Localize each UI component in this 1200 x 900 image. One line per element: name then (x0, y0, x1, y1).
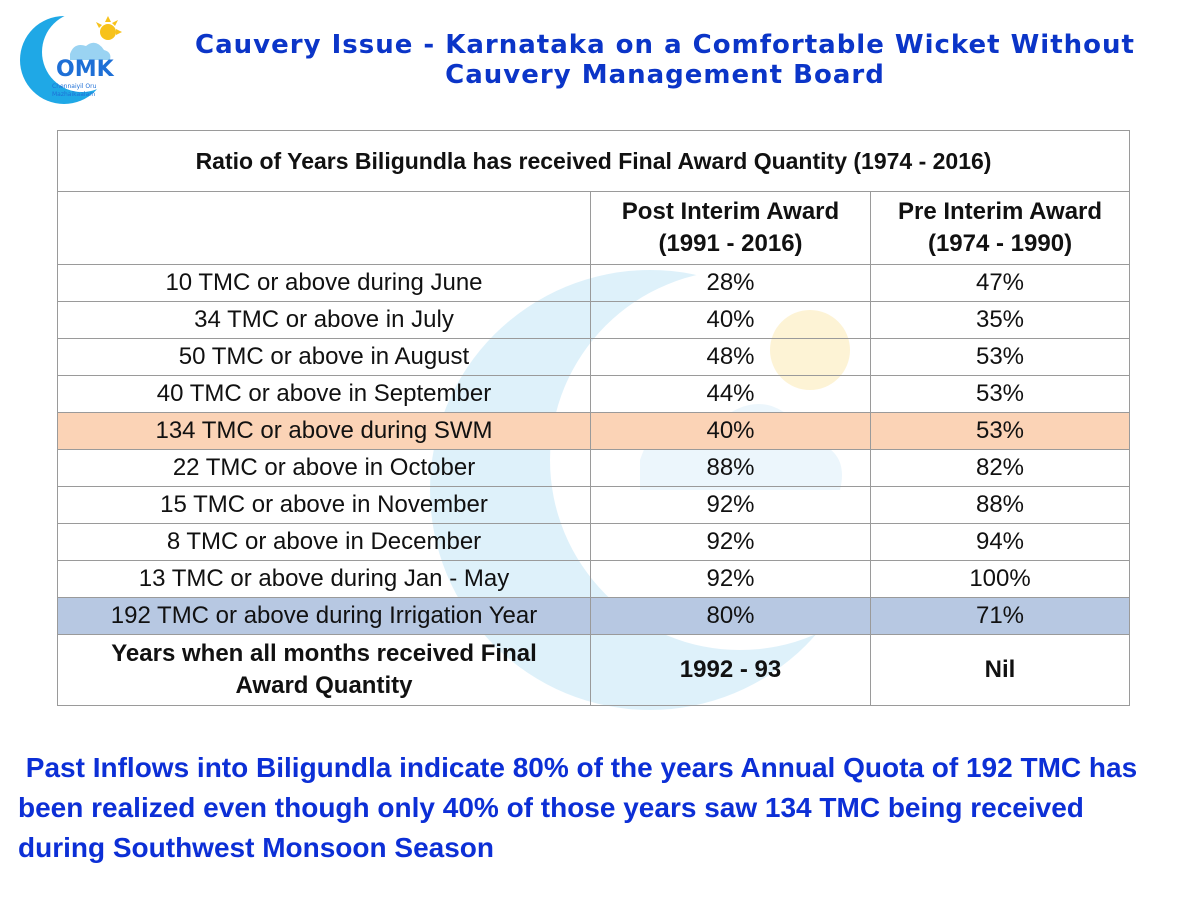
row-label: 13 TMC or above during Jan - May (57, 560, 591, 598)
header-pre-interim: Pre Interim Award (1974 - 1990) (869, 191, 1131, 265)
row-label: 40 TMC or above in September (57, 375, 591, 413)
table-row: 22 TMC or above in October 88% 82% (57, 449, 1131, 487)
header-post-interim: Post Interim Award (1991 - 2016) (590, 191, 871, 265)
svg-text:Chennaiyil Oru: Chennaiyil Oru (52, 83, 97, 90)
row-pre-value: 35% (869, 301, 1131, 339)
table-row: 40 TMC or above in September 44% 53% (57, 375, 1131, 413)
row-post-value: 48% (590, 338, 871, 376)
table-caption: Ratio of Years Biligundla has received F… (56, 130, 1131, 192)
note-line-1: Past Inflows into Biligundla indicate 80… (18, 752, 1138, 783)
row-pre-value: 88% (869, 486, 1131, 524)
svg-text:Mazhaikaalam: Mazhaikaalam (52, 91, 95, 98)
row-label: 192 TMC or above during Irrigation Year (57, 597, 591, 635)
summary-note: Past Inflows into Biligundla indicate 80… (18, 748, 1188, 868)
svg-text:OMK: OMK (56, 57, 115, 82)
header-empty-cell (57, 191, 591, 265)
row-pre-value: 53% (869, 375, 1131, 413)
row-pre-value: 100% (869, 560, 1131, 598)
summary-post-value: 1992 - 93 (590, 634, 871, 706)
row-pre-value: 71% (869, 597, 1131, 635)
table-row: 10 TMC or above during June 28% 47% (57, 264, 1131, 302)
table-row: 34 TMC or above in July 40% 35% (57, 301, 1131, 339)
title-line-1: Cauvery Issue - Karnataka on a Comfortab… (195, 30, 1135, 60)
row-pre-value: 47% (869, 264, 1131, 302)
page-title: Cauvery Issue - Karnataka on a Comfortab… (150, 30, 1180, 90)
table-row-swm-highlight: 134 TMC or above during SWM 40% 53% (57, 412, 1131, 450)
award-ratio-table: Ratio of Years Biligundla has received F… (56, 130, 1131, 706)
row-label: 50 TMC or above in August (57, 338, 591, 376)
row-post-value: 92% (590, 486, 871, 524)
note-line-2: been realized even though only 40% of th… (18, 792, 1084, 823)
summary-pre-value: Nil (869, 634, 1131, 706)
row-label: 134 TMC or above during SWM (57, 412, 591, 450)
row-label: 10 TMC or above during June (57, 264, 591, 302)
table-row: 8 TMC or above in December 92% 94% (57, 523, 1131, 561)
row-post-value: 88% (590, 449, 871, 487)
row-pre-value: 94% (869, 523, 1131, 561)
row-post-value: 40% (590, 301, 871, 339)
title-line-2: Cauvery Management Board (445, 60, 885, 90)
table-row-irrigation-highlight: 192 TMC or above during Irrigation Year … (57, 597, 1131, 635)
row-post-value: 28% (590, 264, 871, 302)
row-pre-value: 53% (869, 412, 1131, 450)
row-pre-value: 53% (869, 338, 1131, 376)
row-label: 8 TMC or above in December (57, 523, 591, 561)
row-label: 22 TMC or above in October (57, 449, 591, 487)
omk-logo-icon: OMK Chennaiyil Oru Mazhaikaalam (20, 12, 122, 104)
row-label: 15 TMC or above in November (57, 486, 591, 524)
note-line-3: during Southwest Monsoon Season (18, 832, 494, 863)
row-post-value: 92% (590, 560, 871, 598)
table-row: 50 TMC or above in August 48% 53% (57, 338, 1131, 376)
summary-label: Years when all months received Final Awa… (57, 634, 591, 706)
row-post-value: 40% (590, 412, 871, 450)
row-label: 34 TMC or above in July (57, 301, 591, 339)
row-post-value: 92% (590, 523, 871, 561)
table-header-row: Post Interim Award (1991 - 2016) Pre Int… (57, 191, 1131, 265)
row-post-value: 44% (590, 375, 871, 413)
table-row: 13 TMC or above during Jan - May 92% 100… (57, 560, 1131, 598)
row-pre-value: 82% (869, 449, 1131, 487)
row-post-value: 80% (590, 597, 871, 635)
table-caption-row: Ratio of Years Biligundla has received F… (56, 130, 1131, 192)
table-row: 15 TMC or above in November 92% 88% (57, 486, 1131, 524)
table-summary-row: Years when all months received Final Awa… (57, 634, 1131, 706)
